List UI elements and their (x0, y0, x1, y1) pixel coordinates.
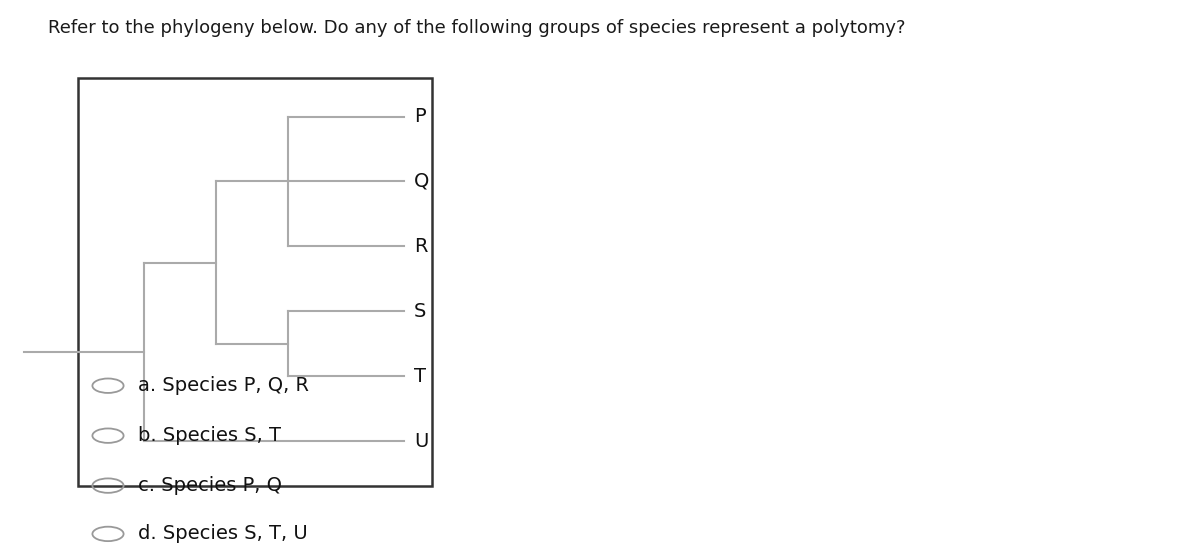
Text: P: P (414, 107, 426, 126)
Text: a. Species P, Q, R: a. Species P, Q, R (138, 376, 310, 395)
Bar (78, 78, 432, 486)
Text: Q: Q (414, 172, 430, 191)
Text: b. Species S, T: b. Species S, T (138, 426, 281, 445)
Text: U: U (414, 432, 428, 451)
Text: d. Species S, T, U: d. Species S, T, U (138, 524, 307, 543)
Text: S: S (414, 302, 426, 321)
Text: c. Species P, Q: c. Species P, Q (138, 476, 282, 495)
Text: Refer to the phylogeny below. Do any of the following groups of species represen: Refer to the phylogeny below. Do any of … (48, 19, 906, 37)
Text: R: R (414, 237, 427, 256)
Text: T: T (414, 367, 426, 386)
